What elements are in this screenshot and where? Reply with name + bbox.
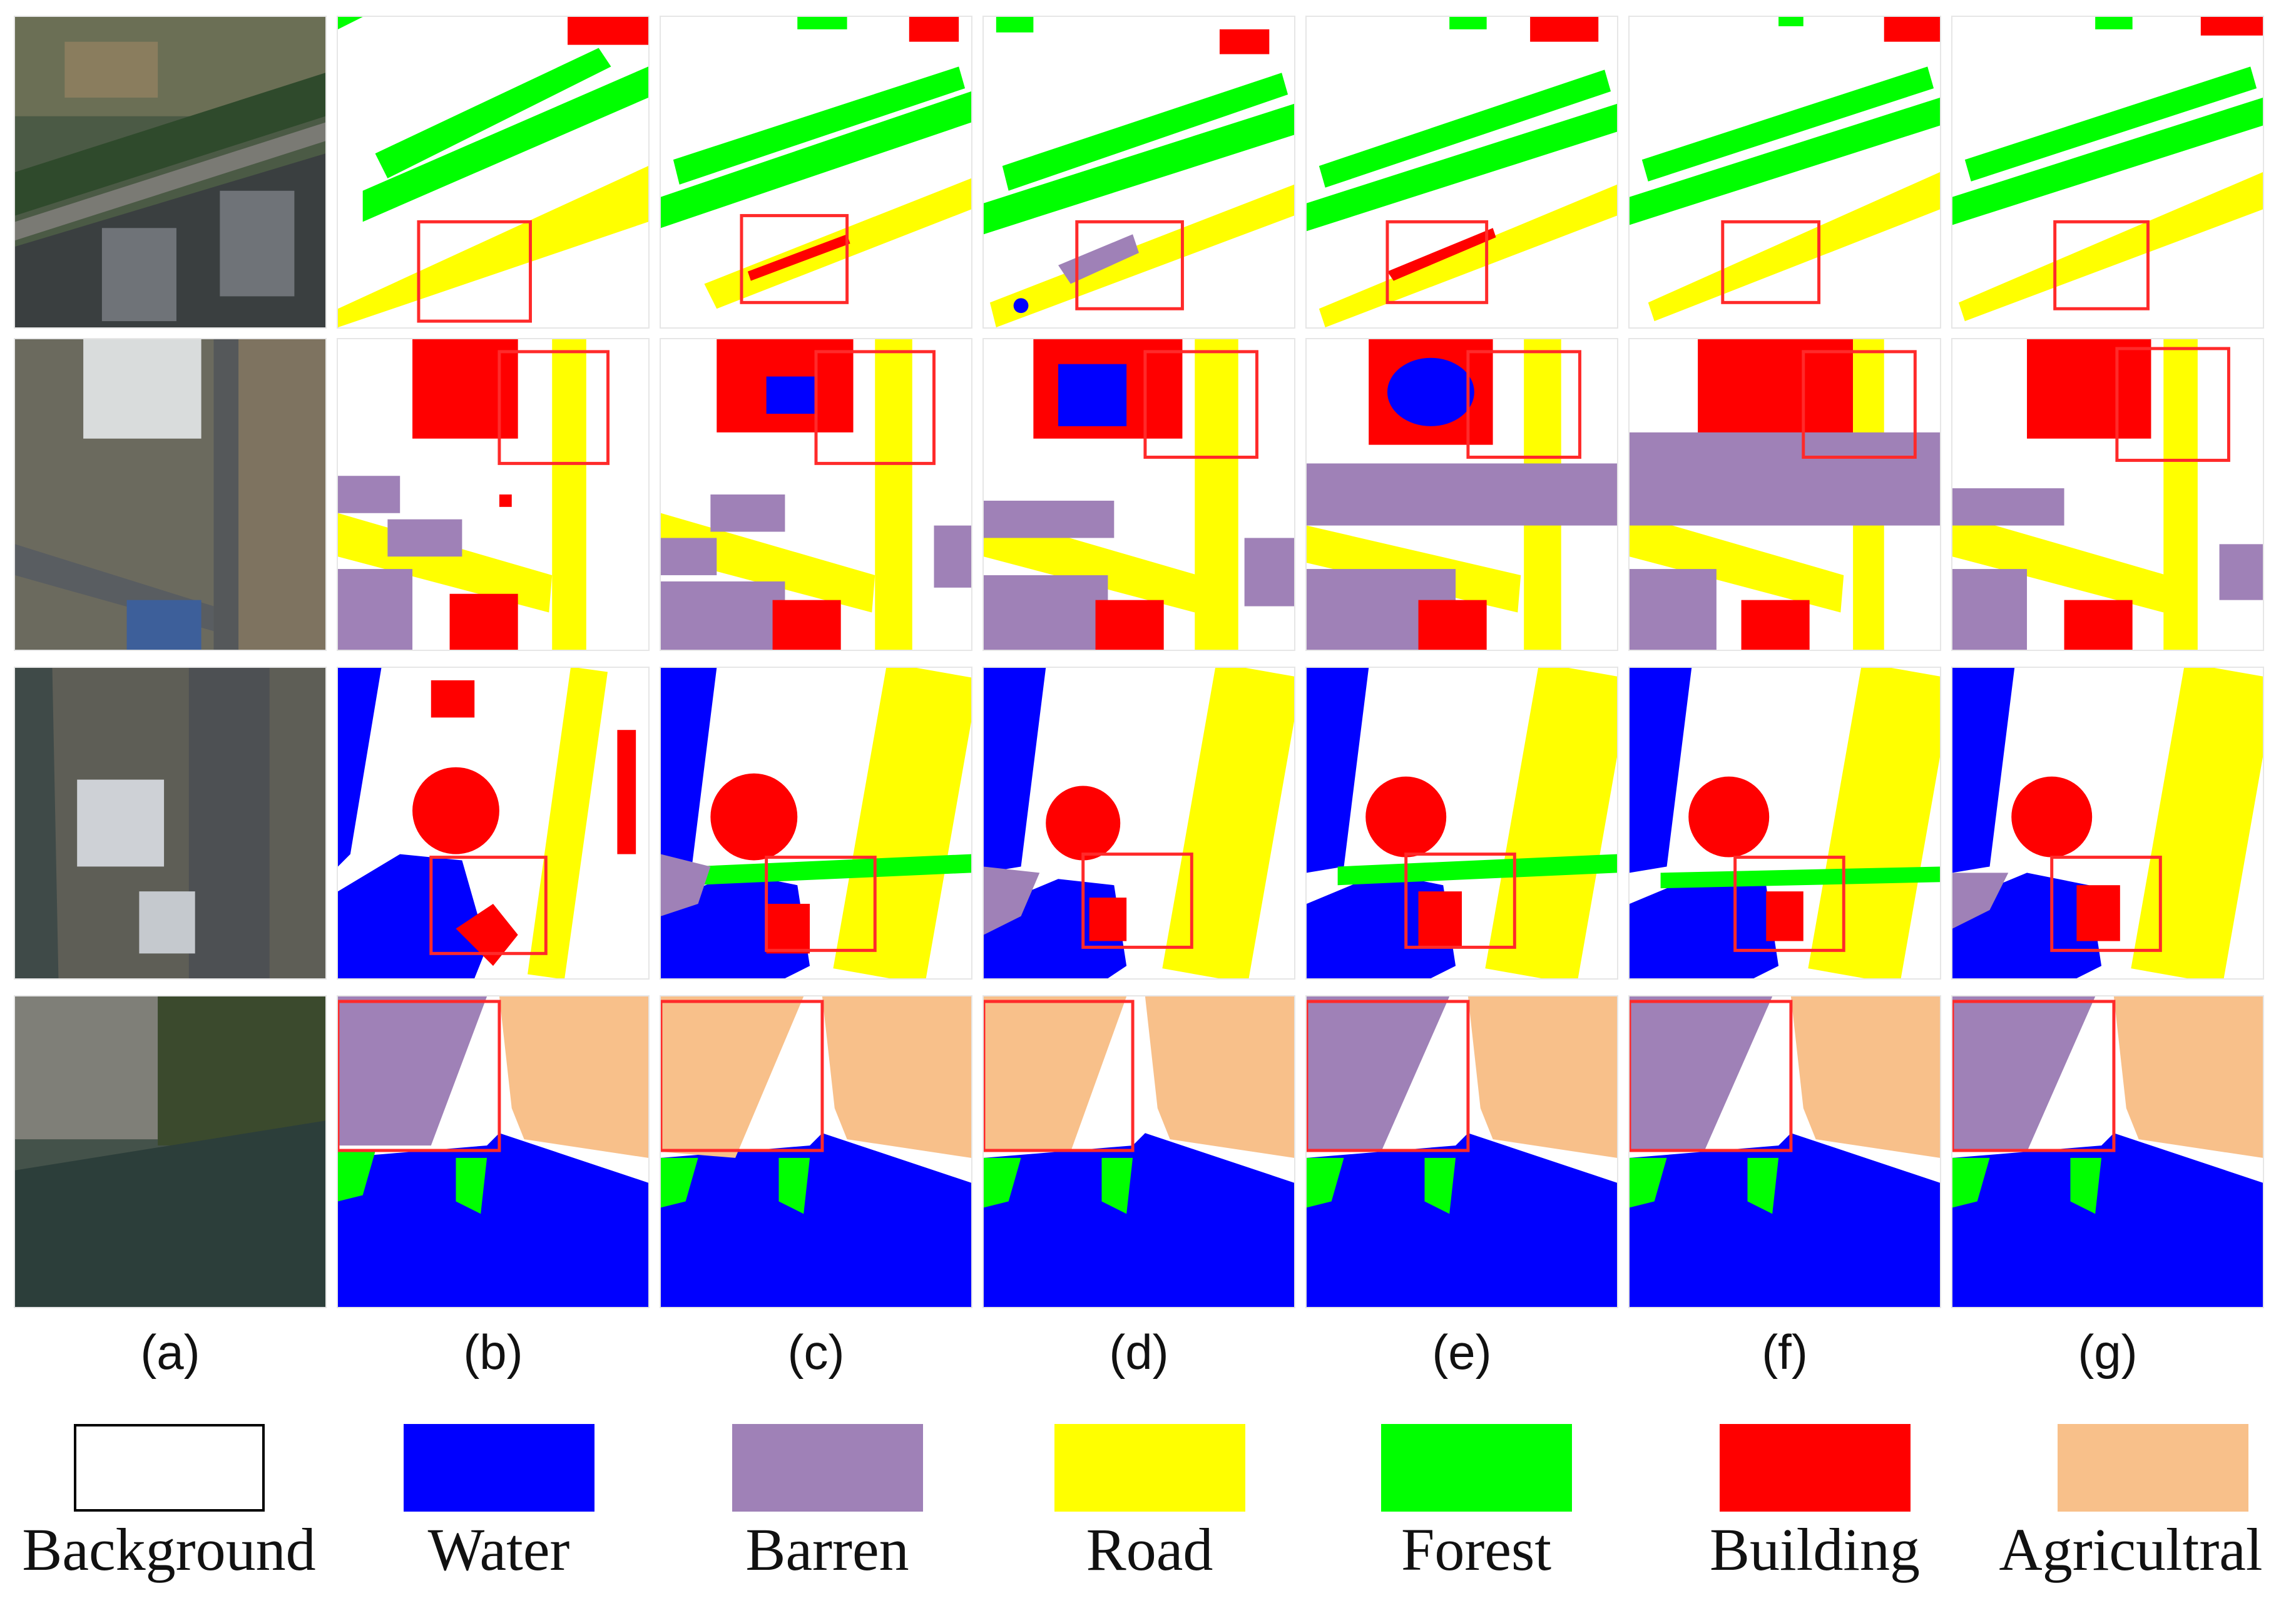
row3-prediction-e (1305, 667, 1618, 980)
row1-prediction-g (1951, 16, 2264, 329)
row2-prediction-f (1628, 338, 1941, 651)
legend-swatch-building (1720, 1424, 1911, 1512)
row1-prediction-f (1628, 16, 1941, 329)
row2-prediction-d (982, 338, 1295, 651)
legend-swatch-barren (732, 1424, 923, 1512)
row1-ground-truth (337, 16, 650, 329)
row3-prediction-d (982, 667, 1295, 980)
column-caption-e: (e) (1432, 1324, 1492, 1380)
row2-ground-truth (337, 338, 650, 651)
row3-prediction-c (660, 667, 972, 980)
row3-aerial-image (14, 667, 327, 980)
legend-label-forest: Forest (1401, 1516, 1551, 1583)
row4-prediction-g (1951, 995, 2264, 1308)
legend-swatch-background (74, 1424, 265, 1512)
row4-prediction-f (1628, 995, 1941, 1308)
legend-label-road: Road (1086, 1516, 1213, 1583)
legend-swatch-forest (1381, 1424, 1572, 1512)
legend-swatch-agricultral (2058, 1424, 2248, 1512)
column-caption-a: (a) (140, 1324, 200, 1380)
row1-aerial-photo (15, 17, 325, 327)
column-caption-b: (b) (463, 1324, 523, 1380)
row2-prediction-e (1305, 338, 1618, 651)
row1-prediction-e (1305, 16, 1618, 329)
legend-label-water: Water (427, 1516, 570, 1583)
row2-prediction-g (1951, 338, 2264, 651)
legend-label-building: Building (1709, 1516, 1921, 1583)
legend-swatch-road (1054, 1424, 1245, 1512)
row4-prediction-e (1305, 995, 1618, 1308)
row4-prediction-c (660, 995, 972, 1308)
row4-prediction-d (982, 995, 1295, 1308)
row2-prediction-c (660, 338, 972, 651)
legend-swatch-water (404, 1424, 594, 1512)
row1-prediction-c (660, 16, 972, 329)
row3-prediction-g (1951, 667, 2264, 980)
column-caption-c: (c) (787, 1324, 845, 1380)
row4-ground-truth (337, 995, 650, 1308)
row1-prediction-d (982, 16, 1295, 329)
row4-aerial-image (14, 995, 327, 1308)
column-caption-d: (d) (1109, 1324, 1169, 1380)
row2-aerial-image (14, 338, 327, 651)
column-caption-g: (g) (2078, 1324, 2138, 1380)
row1-aerial-image (14, 16, 327, 329)
column-caption-f: (f) (1762, 1324, 1808, 1380)
legend-label-agricultral: Agricultral (1999, 1516, 2263, 1583)
legend-label-barren: Barren (745, 1516, 909, 1583)
row3-ground-truth (337, 667, 650, 980)
row3-prediction-f (1628, 667, 1941, 980)
legend-label-background: Background (22, 1516, 316, 1583)
